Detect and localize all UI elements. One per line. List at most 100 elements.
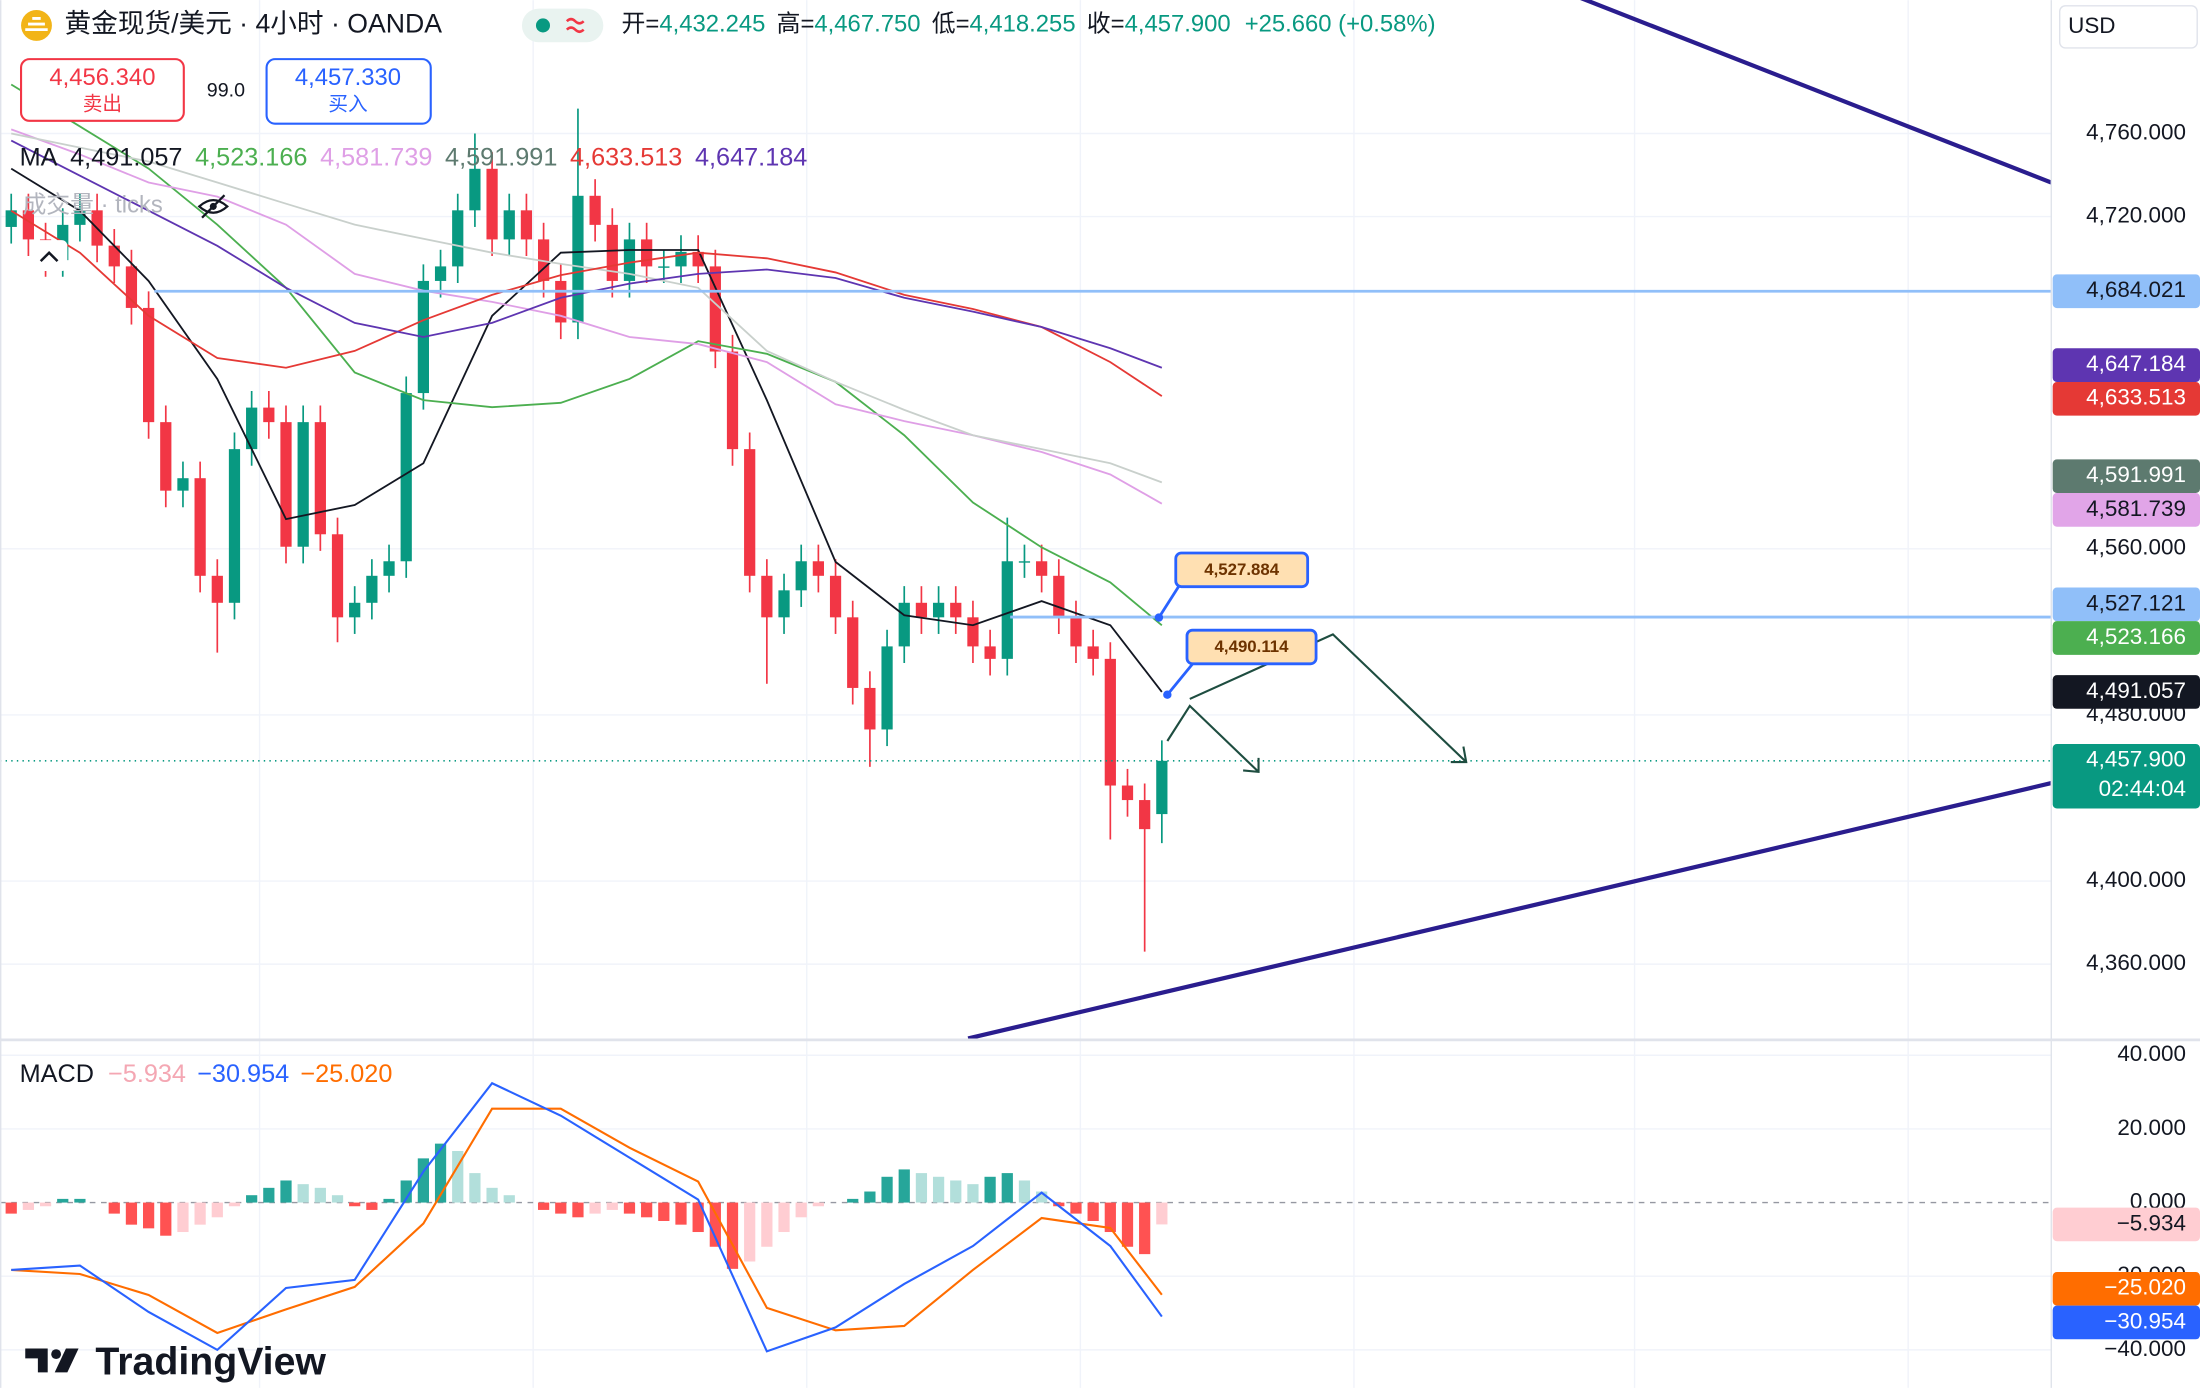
- buy-button[interactable]: [265, 58, 432, 125]
- candle-body: [469, 168, 481, 211]
- callout-pointer: [1157, 585, 1180, 619]
- histogram-bar: [211, 1202, 223, 1218]
- histogram-bar: [692, 1202, 704, 1233]
- y-tick-label: −40.000: [2104, 1336, 2186, 1361]
- histogram-bar: [125, 1202, 138, 1225]
- arrow-head: [1243, 757, 1260, 774]
- histogram-bar: [1139, 1202, 1151, 1255]
- ma-line: [10, 128, 1163, 505]
- candle-body: [211, 575, 223, 603]
- histogram-bar: [726, 1202, 739, 1269]
- histogram-bar: [1001, 1173, 1013, 1203]
- buy-price[interactable]: 4,457.330: [295, 64, 401, 91]
- projection-arrow: [1189, 633, 1467, 763]
- candle-body: [1104, 658, 1116, 786]
- histogram-bar: [503, 1195, 515, 1203]
- histogram-bar: [795, 1202, 807, 1218]
- candle-body: [400, 393, 412, 562]
- sell-button[interactable]: [19, 58, 185, 122]
- candle-body: [589, 195, 601, 225]
- callout-dot: [1154, 613, 1164, 622]
- status-pill: [521, 8, 604, 43]
- price-label-bg: [2052, 587, 2200, 622]
- sell-label[interactable]: 卖出: [83, 94, 122, 116]
- y-tick-label: 4,760.000: [2086, 119, 2186, 144]
- candle-body: [314, 422, 326, 535]
- histogram-bar: [5, 1202, 17, 1214]
- sell-price[interactable]: 4,456.340: [49, 64, 155, 91]
- histogram-bar: [967, 1184, 979, 1203]
- y-tick-label: 40.000: [2117, 1041, 2186, 1066]
- histogram-bar: [1053, 1202, 1065, 1207]
- histogram-bar: [1156, 1202, 1168, 1225]
- y-tick-label: 4,560.000: [2086, 535, 2186, 560]
- price-label-bg: [2052, 493, 2200, 527]
- y-tick-label: 4,360.000: [2086, 950, 2186, 975]
- candle-body: [984, 646, 996, 659]
- candle-body: [1018, 561, 1031, 563]
- histogram-bar: [1087, 1202, 1099, 1221]
- price-label-bg: [2052, 381, 2200, 416]
- change: +25.660 (+0.58%): [1245, 11, 1436, 38]
- histogram-bar: [57, 1198, 69, 1203]
- ohlc-value: 4,467.750: [814, 11, 920, 38]
- histogram-bar: [349, 1202, 361, 1207]
- price-label-bg: [2052, 1207, 2200, 1242]
- candle-body: [520, 210, 533, 240]
- brand-logo: [51, 1349, 62, 1360]
- candle-body: [658, 266, 670, 268]
- ma-legend-value: 4,633.513: [570, 143, 682, 171]
- currency[interactable]: USD: [2068, 13, 2115, 38]
- candle-body: [812, 561, 824, 576]
- candle-body: [143, 307, 155, 423]
- brand-logo: [25, 1348, 48, 1373]
- candle-body: [881, 646, 893, 730]
- candle-body: [1121, 785, 1134, 801]
- candle-body: [22, 210, 35, 240]
- histogram-bar: [932, 1176, 945, 1203]
- histogram-bar: [143, 1202, 155, 1229]
- buy-label[interactable]: 买入: [328, 94, 367, 116]
- histogram-bar: [898, 1169, 910, 1203]
- header: 黄金现货/美元 · 4小时 · OANDA 开=4,432.245 高=4,467…: [19, 5, 2198, 1383]
- histogram-bar: [778, 1202, 790, 1233]
- histogram-bar: [417, 1158, 429, 1203]
- histogram-bar: [1104, 1202, 1116, 1233]
- histogram-bar: [160, 1202, 172, 1236]
- histogram-bar: [744, 1202, 756, 1262]
- histogram-bar: [194, 1202, 206, 1225]
- countdown: 02:44:04: [2099, 776, 2186, 801]
- histogram-bar: [537, 1202, 550, 1210]
- candle-body: [744, 449, 756, 576]
- price-label: −30.954: [2104, 1308, 2186, 1333]
- candle-body: [1053, 575, 1065, 618]
- histogram-bar: [74, 1198, 86, 1203]
- histogram-bar: [228, 1202, 241, 1207]
- price-label-bg: [2052, 1305, 2200, 1340]
- price-label: 4,581.739: [2086, 496, 2186, 521]
- price-label: 4,523.166: [2086, 624, 2186, 649]
- histogram-bar: [658, 1202, 670, 1221]
- ohlc-key: 低=: [932, 11, 970, 38]
- histogram-bar: [950, 1180, 962, 1203]
- candle-body: [623, 239, 636, 281]
- candle-body: [795, 561, 807, 591]
- histogram-bar: [915, 1173, 928, 1203]
- currency-button[interactable]: [2058, 5, 2198, 49]
- price-label: −5.934: [2117, 1210, 2186, 1235]
- collapse-button[interactable]: [30, 240, 68, 271]
- market-open-dot: [535, 18, 550, 33]
- candle-body: [331, 534, 344, 618]
- histogram-bar: [1070, 1202, 1082, 1214]
- brand-logo: [54, 1348, 79, 1373]
- price-label-bg: [2052, 621, 2200, 655]
- candle-body: [228, 449, 241, 603]
- ma-line: [10, 139, 1163, 369]
- candle-body: [297, 422, 309, 547]
- projection-arrow: [1166, 704, 1260, 773]
- histogram-bar: [246, 1195, 258, 1203]
- histogram-bar: [452, 1151, 464, 1203]
- symbol-title: 黄金现货/美元 · 4小时 · OANDA: [65, 8, 443, 38]
- y-tick-label: 20.000: [2117, 1115, 2186, 1140]
